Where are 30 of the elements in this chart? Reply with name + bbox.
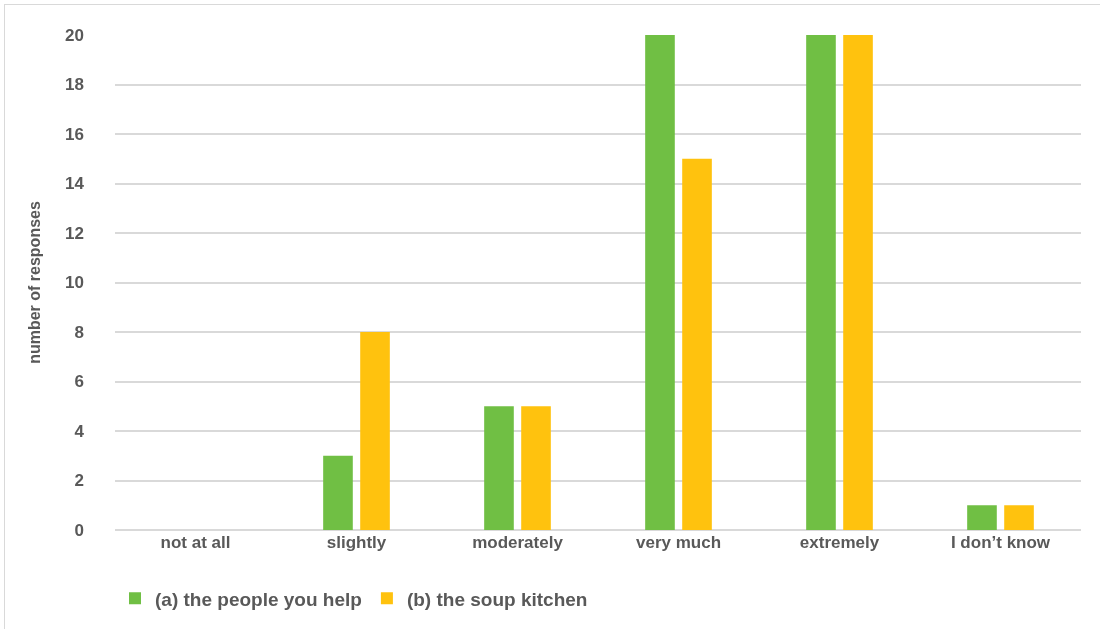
bar [484,406,514,530]
y-tick-label: 14 [65,174,85,194]
x-tick-label: extremely [799,533,880,552]
y-tick-label: 2 [74,471,84,491]
y-tick-label: 0 [74,520,84,540]
x-tick-label: very much [635,533,722,552]
legend-label: (b) the soup kitchen [406,588,588,610]
y-tick-label: 16 [65,124,84,144]
bar [645,35,675,530]
bar [967,505,997,530]
y-axis-title: number of responses [25,201,43,364]
x-tick-label: moderately [472,533,564,552]
bar [843,35,873,530]
y-tick-label: 18 [65,75,84,95]
legend-label: (a) the people you help [155,588,362,610]
bar [360,332,390,530]
y-tick-label: 12 [65,223,84,243]
bar [323,455,353,530]
bar [806,35,836,530]
x-tick-label: I don’t know [950,533,1051,552]
y-tick-label: 8 [74,322,84,342]
y-tick-label: 10 [65,273,84,293]
y-tick-label: 4 [74,421,85,441]
x-tick-label: slightly [326,533,387,552]
bar [521,406,551,530]
y-tick-label: 20 [65,25,84,45]
x-tick-label: not at all [160,533,231,552]
bar [1004,505,1034,530]
bar [682,158,712,530]
y-tick-label: 6 [74,372,84,392]
